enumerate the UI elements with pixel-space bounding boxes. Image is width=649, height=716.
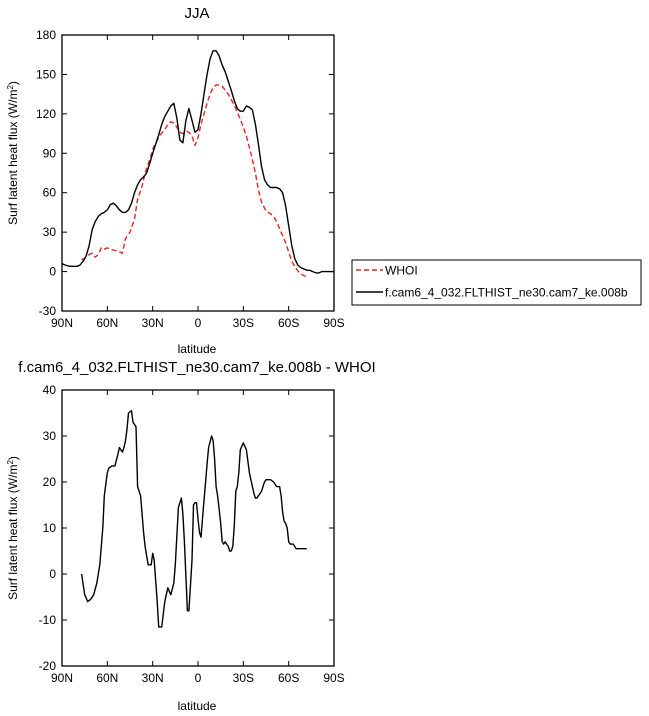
- top-series-line-f-cam6-4-032-flthist-ne30-cam7-ke-008b: [61, 50, 334, 274]
- top-y-axis-label-end: ): [6, 81, 20, 85]
- top-series-line-whoi: [81, 84, 308, 278]
- top-y-tick-label: -30: [39, 304, 57, 318]
- top-x-tick-label: 30S: [233, 316, 254, 330]
- bottom-y-axis-label-main: Surf latent heat flux (W/m: [6, 465, 20, 600]
- bottom-x-tick-label: 0: [195, 671, 202, 685]
- bottom-y-axis-label: Surf latent heat flux (W/m2): [6, 456, 21, 600]
- top-y-axis-label-sup: 2: [6, 85, 15, 90]
- top-y-tick-label: 30: [43, 225, 57, 239]
- bottom-y-tick-label: -20: [39, 659, 57, 673]
- bottom-plot-area: 90N 60N 30N 0 30S 60S 90S -20 -10 0 10 20 30 40: [39, 383, 345, 685]
- legend-label-whoi: WHOI: [385, 264, 418, 278]
- bottom-x-tick-label: 60N: [96, 671, 118, 685]
- top-plot-area: 90N 60N 30N 0 30S 60S 90S -30 0 30 60 90 120 150 180: [36, 28, 345, 330]
- top-y-tick-label: 60: [43, 186, 57, 200]
- bottom-y-axis-label-sup: 2: [6, 460, 15, 465]
- top-y-tick-label: 90: [43, 146, 57, 160]
- top-x-tick-label: 90N: [51, 316, 73, 330]
- top-y-tick-label: 120: [36, 107, 56, 121]
- top-x-axis-label: latitude: [178, 342, 217, 356]
- bottom-series-line-0: [80, 410, 307, 628]
- top-y-axis-label: Surf latent heat flux (W/m2): [6, 81, 21, 225]
- top-y-tick-label: 150: [36, 67, 56, 81]
- bottom-y-tick-label: -10: [39, 613, 57, 627]
- bottom-y-axis-label-end: ): [6, 456, 20, 460]
- bottom-panel: f.cam6_4_032.FLTHIST_ne30.cam7_ke.008b -…: [6, 359, 376, 713]
- top-chart-title: JJA: [184, 5, 209, 22]
- bottom-chart-title: f.cam6_4_032.FLTHIST_ne30.cam7_ke.008b -…: [18, 359, 375, 376]
- top-panel: JJA 90N 60N 30N 0 30S 60S 90S -30 0 30 60 90 120 150 1…: [6, 5, 345, 356]
- bottom-x-tick-label: 30S: [233, 671, 254, 685]
- top-x-tick-label: 0: [195, 316, 202, 330]
- top-y-axis-label-main: Surf latent heat flux (W/m: [6, 90, 20, 225]
- top-y-tick-label: 0: [49, 265, 56, 279]
- bottom-y-tick-label: 0: [49, 567, 56, 581]
- top-x-tick-label: 30N: [142, 316, 164, 330]
- bottom-y-tick-label: 10: [43, 521, 57, 535]
- top-x-tick-label: 90S: [323, 316, 344, 330]
- bottom-x-tick-label: 90S: [323, 671, 344, 685]
- bottom-x-tick-label: 60S: [278, 671, 299, 685]
- legend: WHOI f.cam6_4_032.FLTHIST_ne30.cam7_ke.0…: [351, 259, 642, 306]
- bottom-y-tick-label: 20: [43, 475, 57, 489]
- bottom-x-tick-label: 90N: [51, 671, 73, 685]
- top-plot-frame: [61, 34, 335, 312]
- top-x-tick-label: 60S: [278, 316, 299, 330]
- bottom-y-tick-label: 30: [43, 429, 57, 443]
- top-x-tick-label: 60N: [96, 316, 118, 330]
- top-y-tick-label: 180: [36, 28, 56, 42]
- bottom-x-tick-label: 30N: [142, 671, 164, 685]
- legend-label-model: f.cam6_4_032.FLTHIST_ne30.cam7_ke.008b: [385, 286, 628, 300]
- legend-box: [351, 259, 642, 306]
- bottom-y-tick-label: 40: [43, 383, 57, 397]
- bottom-x-axis-label: latitude: [178, 699, 217, 713]
